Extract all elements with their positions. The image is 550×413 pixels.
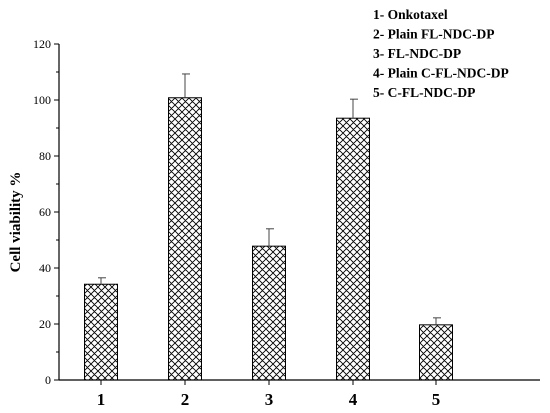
error-bars <box>98 73 441 325</box>
y-tick-label: 60 <box>39 205 51 219</box>
legend-entry: 3- FL-NDC-DP <box>373 46 461 61</box>
y-tick-label: 40 <box>39 261 51 275</box>
bar <box>419 324 453 381</box>
bars <box>84 97 453 381</box>
y-tick-label: 0 <box>45 373 51 387</box>
x-tick-label: 4 <box>349 390 358 409</box>
legend-entry: 2- Plain FL-NDC-DP <box>373 27 495 42</box>
bar <box>252 245 286 381</box>
x-tick-label: 2 <box>181 390 190 409</box>
legend-entry: 5- C-FL-NDC-DP <box>373 85 475 100</box>
x-tick-label: 5 <box>432 390 441 409</box>
y-tick-label: 120 <box>33 37 51 51</box>
y-tick-label: 80 <box>39 149 51 163</box>
legend-entry: 1- Onkotaxel <box>373 7 448 22</box>
y-axis-label: Cell viability % <box>8 172 24 273</box>
bar <box>336 117 370 381</box>
legend-entry: 4- Plain C-FL-NDC-DP <box>373 66 509 81</box>
bar <box>168 97 202 381</box>
bar <box>84 283 118 381</box>
y-tick-label: 20 <box>39 317 51 331</box>
axes: 0 20 40 60 80 100 120 1 2 3 4 5 <box>33 37 540 409</box>
legend: 1- Onkotaxel 2- Plain FL-NDC-DP 3- FL-NDC-… <box>373 7 509 100</box>
x-tick-label: 1 <box>97 390 106 409</box>
x-tick-label: 3 <box>265 390 274 409</box>
y-tick-label: 100 <box>33 93 51 107</box>
